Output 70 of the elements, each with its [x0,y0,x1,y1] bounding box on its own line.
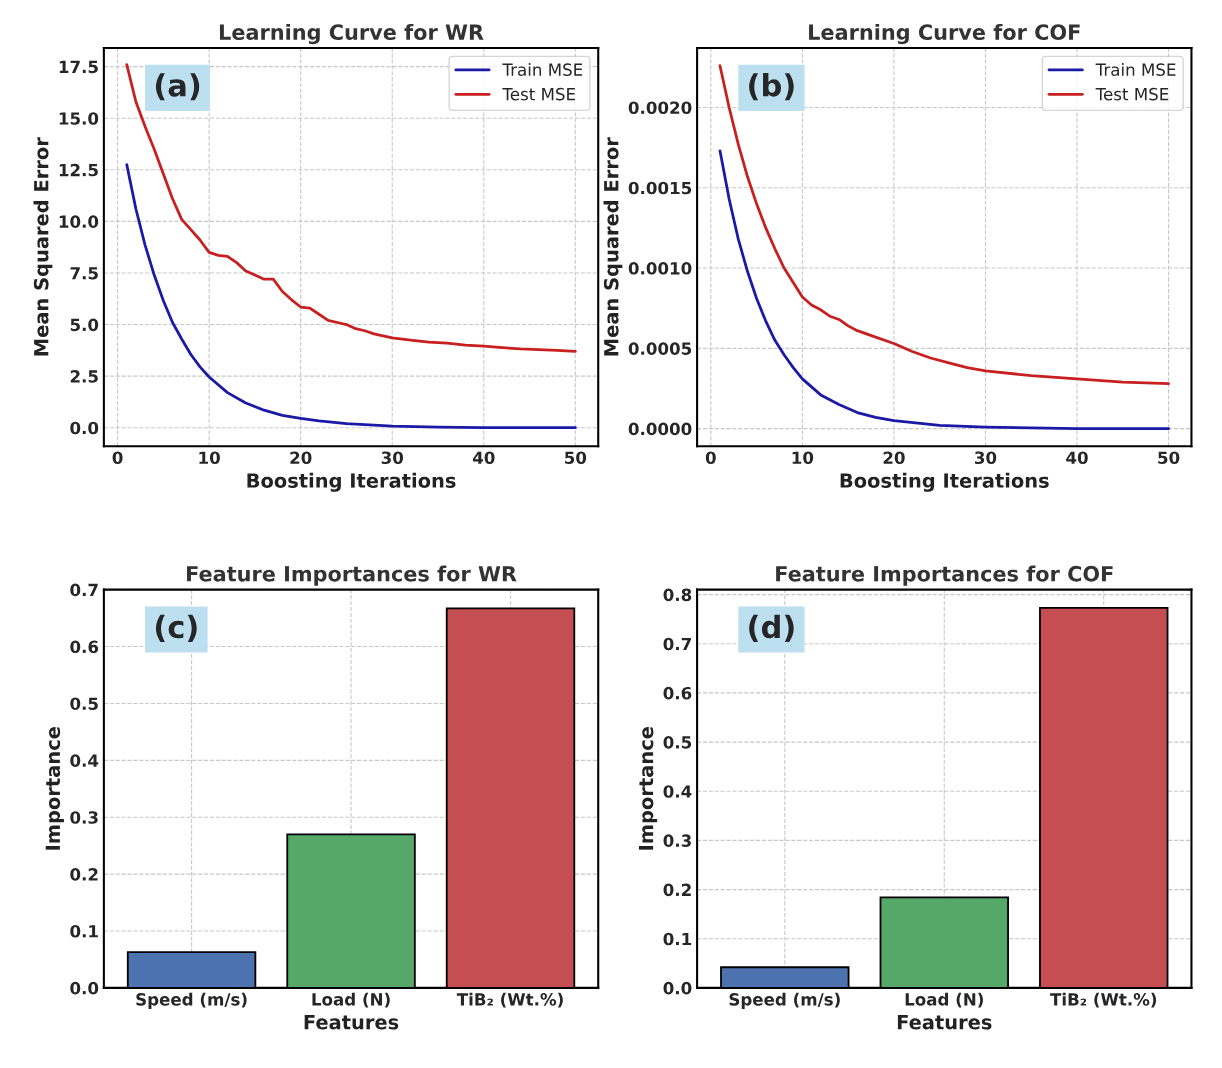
x-tick-label: 40 [1066,451,1088,465]
x-tick-label: 50 [1158,451,1180,465]
y-tick-label: 0.6 [70,640,99,654]
y-tick-label: 0.0000 [628,422,692,436]
x-tick-label: 20 [883,451,905,465]
y-tick-label: 0.3 [70,811,98,824]
y-axis-title: Mean Squared Error [33,137,53,356]
y-tick-label: 0.8 [663,588,692,602]
legend-label: Test MSE [1095,87,1169,101]
y-tick-label: 0.1 [70,924,98,938]
line-series [125,163,577,430]
x-tick-label: 40 [472,451,495,465]
y-tick-label: 0.2 [663,883,691,897]
chart-title: Feature Importances for COF [776,565,1113,586]
y-tick-label: 0.4 [70,754,99,767]
y-tick-label: 0.1 [663,932,692,946]
annotation: (b) [749,73,794,101]
x-tick-label: 0 [112,451,123,465]
x-tick-label: 50 [565,451,587,465]
chart-title: Learning Curve for COF [809,23,1080,45]
annotation: (c) [155,614,197,642]
annotation: (d) [749,614,794,642]
y-tick-label: 0.0 [70,421,99,435]
x-tick-label: 10 [792,451,814,465]
y-tick-label: 12.5 [59,163,98,177]
y-tick-label: 0.0 [663,981,692,995]
legend-label: Train MSE [502,63,583,76]
y-tick-label: 10.0 [59,215,99,228]
y-tick-label: 0.0010 [628,262,692,275]
x-tick-label: Speed (m/s) [729,992,840,1009]
x-tick-label: Load (N) [905,992,983,1008]
x-tick-label: 10 [199,451,220,465]
x-axis-title: Boosting Iterations [840,472,1049,492]
y-tick-label: 0.0 [70,981,99,995]
x-tick-label: Load (N) [312,992,390,1008]
y-tick-label: 0.0005 [628,342,692,355]
x-axis-title: Features [897,1015,992,1030]
y-axis-title: Importance [638,727,658,850]
x-axis-title: Boosting Iterations [247,472,456,492]
x-tick-label: 30 [974,451,997,465]
y-tick-label: 0.5 [663,736,692,749]
y-tick-label: 0.7 [70,583,98,597]
x-tick-label: TiB₂ (Wt.%) [456,992,563,1008]
y-tick-label: 5.0 [70,318,99,332]
y-tick-label: 0.2 [70,868,98,881]
y-tick-label: 17.5 [59,60,98,74]
y-tick-label: 0.0015 [628,181,692,195]
x-tick-label: 30 [381,451,404,465]
x-tick-label: Speed (m/s) [136,992,247,1009]
y-tick-label: 2.5 [70,370,98,383]
line-series [718,149,1170,431]
y-tick-label: 0.0020 [628,101,692,115]
y-tick-label: 7.5 [70,267,98,280]
y-axis-title: Importance [45,727,64,850]
x-tick-label: 0 [705,451,716,465]
x-tick-label: 20 [290,451,312,465]
legend-label: Test MSE [502,87,575,101]
y-tick-label: 15.0 [59,112,99,125]
y-tick-label: 0.5 [70,697,98,711]
y-tick-label: 0.7 [663,637,691,651]
legend-label: Train MSE [1095,63,1176,76]
y-tick-label: 0.3 [663,834,691,847]
y-tick-label: 0.4 [663,785,692,798]
y-axis-title: Mean Squared Error [603,137,623,356]
chart-title: Learning Curve for WR [219,23,484,45]
x-tick-label: TiB₂ (Wt.%) [1050,992,1157,1008]
x-axis-title: Features [304,1015,399,1030]
annotation: (a) [155,73,200,101]
chart-title: Feature Importances for WR [187,565,517,586]
y-tick-label: 0.6 [663,686,692,700]
